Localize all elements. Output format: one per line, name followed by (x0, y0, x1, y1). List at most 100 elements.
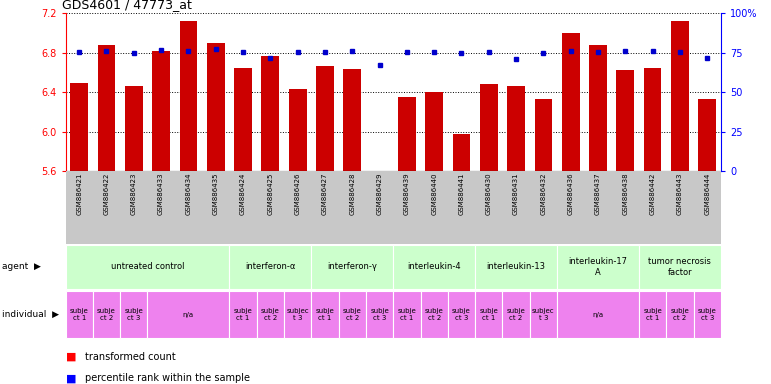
Text: ■: ■ (66, 352, 76, 362)
Text: n/a: n/a (592, 312, 604, 318)
Text: subje
ct 2: subje ct 2 (261, 308, 280, 321)
Bar (480, 84, 497, 171)
Bar (343, 69, 361, 171)
Text: individual  ▶: individual ▶ (2, 310, 59, 319)
Bar (230, 291, 257, 338)
Text: GSM886430: GSM886430 (486, 172, 492, 215)
Bar (311, 291, 338, 338)
Bar (534, 99, 552, 171)
Bar (152, 51, 170, 171)
Text: GSM886434: GSM886434 (185, 172, 191, 215)
Text: ■: ■ (66, 373, 76, 383)
Bar (261, 56, 279, 171)
Text: GSM886436: GSM886436 (567, 172, 574, 215)
Text: GSM886435: GSM886435 (213, 172, 219, 215)
Text: GSM886440: GSM886440 (431, 172, 437, 215)
Bar (448, 291, 475, 338)
Text: GSM886424: GSM886424 (240, 172, 246, 215)
Bar (420, 291, 448, 338)
Bar (671, 22, 689, 171)
Bar (694, 291, 721, 338)
Text: subjec
t 3: subjec t 3 (286, 308, 309, 321)
Text: GSM886431: GSM886431 (513, 172, 519, 215)
Text: subje
ct 3: subje ct 3 (370, 308, 389, 321)
Bar (93, 291, 120, 338)
Text: GSM886432: GSM886432 (540, 172, 547, 215)
Bar (503, 291, 530, 338)
Bar (475, 291, 503, 338)
Bar (98, 45, 116, 171)
Bar (666, 291, 694, 338)
Text: interleukin-4: interleukin-4 (407, 262, 461, 271)
Text: GSM886426: GSM886426 (295, 172, 301, 215)
Text: subje
ct 1: subje ct 1 (398, 308, 416, 321)
Bar (398, 97, 416, 171)
Bar (644, 68, 662, 171)
Bar (234, 68, 252, 171)
Text: subje
ct 1: subje ct 1 (234, 308, 252, 321)
Bar (393, 291, 420, 338)
Bar (453, 134, 470, 171)
Text: subje
ct 3: subje ct 3 (452, 308, 471, 321)
Text: GSM886437: GSM886437 (595, 172, 601, 215)
Bar (557, 291, 639, 338)
Text: percentile rank within the sample: percentile rank within the sample (85, 373, 250, 383)
Text: subje
ct 2: subje ct 2 (343, 308, 362, 321)
Text: GDS4601 / 47773_at: GDS4601 / 47773_at (62, 0, 191, 12)
Text: agent  ▶: agent ▶ (2, 262, 40, 271)
Text: subje
ct 2: subje ct 2 (507, 308, 526, 321)
Text: interferon-α: interferon-α (245, 262, 295, 271)
Bar (557, 245, 639, 288)
Text: subje
ct 1: subje ct 1 (70, 308, 89, 321)
Bar (338, 291, 366, 338)
Text: GSM886439: GSM886439 (404, 172, 410, 215)
Bar (507, 86, 525, 171)
Bar (617, 70, 635, 171)
Bar (70, 83, 88, 171)
Text: subje
ct 3: subje ct 3 (124, 308, 143, 321)
Bar (639, 291, 666, 338)
Text: n/a: n/a (183, 312, 194, 318)
Text: GSM886443: GSM886443 (677, 172, 683, 215)
Text: untreated control: untreated control (111, 262, 184, 271)
Text: GSM886422: GSM886422 (103, 172, 109, 215)
Text: subje
ct 2: subje ct 2 (97, 308, 116, 321)
Text: subje
ct 2: subje ct 2 (425, 308, 443, 321)
Bar (530, 291, 557, 338)
Text: GSM886427: GSM886427 (322, 172, 328, 215)
Bar (639, 245, 721, 288)
Bar (125, 86, 143, 171)
Text: GSM886429: GSM886429 (376, 172, 382, 215)
Text: subje
ct 1: subje ct 1 (315, 308, 335, 321)
Bar (426, 92, 443, 171)
Text: GSM886438: GSM886438 (622, 172, 628, 215)
Bar (257, 291, 284, 338)
Text: GSM886425: GSM886425 (268, 172, 274, 215)
Text: interleukin-17
A: interleukin-17 A (568, 257, 628, 276)
Bar (66, 291, 93, 338)
Bar (230, 245, 311, 288)
Text: GSM886444: GSM886444 (704, 172, 710, 215)
Text: subje
ct 2: subje ct 2 (671, 308, 689, 321)
Text: interleukin-13: interleukin-13 (487, 262, 546, 271)
Text: subje
ct 3: subje ct 3 (698, 308, 716, 321)
Bar (393, 245, 475, 288)
Text: transformed count: transformed count (85, 352, 176, 362)
Text: subjec
t 3: subjec t 3 (532, 308, 554, 321)
Bar (475, 245, 557, 288)
Text: GSM886428: GSM886428 (349, 172, 355, 215)
Text: GSM886423: GSM886423 (131, 172, 136, 215)
Text: GSM886442: GSM886442 (650, 172, 655, 215)
Text: subje
ct 1: subje ct 1 (643, 308, 662, 321)
Text: interferon-γ: interferon-γ (328, 262, 377, 271)
Bar (311, 245, 393, 288)
Bar (562, 33, 580, 171)
Bar (316, 66, 334, 171)
Bar (289, 89, 307, 171)
Bar (371, 171, 389, 176)
Bar (699, 99, 716, 171)
Text: subje
ct 1: subje ct 1 (480, 308, 498, 321)
Bar (180, 22, 197, 171)
Bar (147, 291, 230, 338)
Bar (589, 45, 607, 171)
